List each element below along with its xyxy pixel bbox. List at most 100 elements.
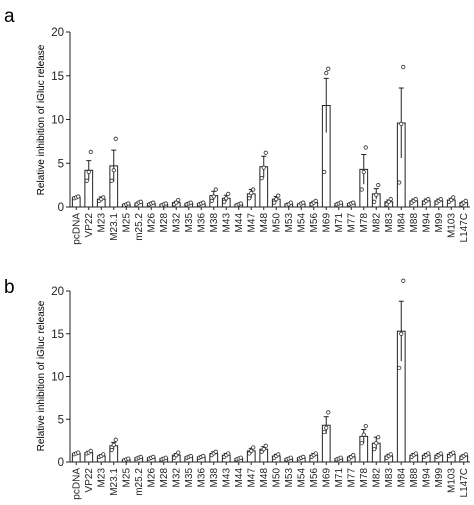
panel-a-point-M94 (426, 197, 431, 202)
panel-b-point-M82 (374, 441, 379, 446)
panel-b-point-M88 (413, 451, 418, 456)
panel-a-point-M83 (388, 197, 393, 202)
panel-b-x-tick-label-m25.2: m25.2 (134, 468, 145, 496)
panel-b-x-tick-label-M53: M53 (284, 468, 295, 488)
panel-a-x-tick-label-M48: M48 (259, 213, 270, 233)
panel-a-point-M23.1 (111, 168, 116, 173)
panel-b-point-pcDNA (76, 450, 81, 455)
panel-a-point-M38 (211, 194, 216, 199)
panel-a-x-tick-label-M83: M83 (384, 213, 395, 233)
panel-a-point-M28 (163, 201, 168, 206)
panel-a-y-axis-title: Relative inhibition of iGluc release (36, 44, 47, 195)
panel-a-point-M84 (397, 180, 402, 185)
panel-b-point-M23.1 (111, 442, 116, 447)
panel-a-x-tick-label-M78: M78 (359, 213, 370, 233)
panel-b-y-tick-label: 10 (51, 372, 64, 384)
panel-b-x-tick-label-M47: M47 (246, 468, 257, 488)
panel-b-x-tick-label-M26: M26 (146, 468, 157, 488)
panel-a-point-M83 (384, 202, 389, 207)
panel-a-x-tick-label-M103: M103 (446, 213, 457, 238)
panel-a-x-tick-label-M28: M28 (159, 213, 170, 233)
panel-b-point-M25 (126, 456, 131, 461)
panel-b-x-tick-label-M36: M36 (196, 468, 207, 488)
panel-a-x-tick-label-M23.1: M23.1 (109, 213, 120, 241)
panel-b-point-M23.1 (109, 447, 114, 453)
panel-b-point-M35 (188, 453, 193, 459)
panel-b-point-M54 (301, 454, 306, 459)
panel-b-x-tick-label-M84: M84 (396, 468, 407, 488)
panel-b-x-tick-label-M56: M56 (309, 468, 320, 488)
panel-b-y-tick-label: 15 (51, 329, 64, 341)
panel-a-point-M32 (176, 197, 181, 203)
panel-a-x-tick-label-M36: M36 (196, 213, 207, 233)
panel-a-point-VP22 (86, 169, 91, 175)
panel-b-point-M44 (238, 455, 243, 460)
panel-a-x-tick-label-M38: M38 (209, 213, 220, 233)
panel-a-point-M23.1 (109, 178, 114, 183)
panel-a-x-tick-label-M69: M69 (321, 213, 332, 233)
panel-a-point-M23.1 (113, 136, 118, 141)
panel-b-point-M26 (151, 454, 156, 459)
panel-a-point-M43 (222, 199, 227, 204)
panel-a-point-M56 (313, 198, 318, 203)
panel-a-point-m25.2 (138, 199, 143, 204)
panel-a-point-M53 (288, 200, 293, 205)
panel-a-x-tick-label-M44: M44 (234, 213, 245, 233)
panel-b-point-M77 (351, 453, 356, 458)
panel-b-point-M78 (361, 432, 366, 437)
panel-a-point-M54 (301, 200, 306, 205)
panel-b-point-M47 (251, 445, 256, 450)
panel-b-point-M78 (359, 441, 364, 446)
panel-b-point-M71 (338, 455, 343, 460)
panel-b-point-M23.1 (113, 437, 118, 442)
panel-a-y-tick-label: 10 (51, 115, 64, 127)
panel-a-x-tick-label-M23: M23 (96, 213, 107, 233)
panel-b-point-M69 (322, 429, 327, 435)
panel-a-point-M69 (322, 169, 327, 175)
panel-a-point-M43 (226, 191, 231, 196)
panel-b-point-M99 (438, 451, 443, 456)
panel-a-point-M82 (374, 192, 379, 197)
panel-b-point-M83 (388, 452, 393, 457)
panel-b-point-M23 (101, 452, 106, 457)
panel-b-x-tick-label-M28: M28 (159, 468, 170, 488)
panel-a-x-tick-label-M77: M77 (346, 213, 357, 233)
panel-a-point-M103 (451, 195, 456, 200)
panel-b-point-L147C (463, 452, 468, 457)
panel-b-label: b (4, 277, 15, 298)
panel-b-point-M84 (399, 331, 404, 336)
panel-b-x-tick-label-M71: M71 (334, 468, 345, 488)
panel-a-point-M71 (338, 200, 343, 205)
panel-a: a Relative inhibition of iGluc release 0… (4, 6, 470, 245)
panel-a-point-M48 (259, 176, 264, 181)
panel-a-x-tick-label-M56: M56 (309, 213, 320, 233)
panel-b-x-tick-label-M32: M32 (171, 468, 182, 488)
panel-b-x-tick-label-M82: M82 (371, 468, 382, 488)
panel-a-point-M78 (359, 187, 364, 192)
panel-b-y-tick-label: 0 (58, 457, 64, 469)
panel-a-point-VP22 (84, 178, 89, 183)
panel-b-x-tick-label-M35: M35 (184, 468, 195, 488)
panel-a-point-M43 (224, 196, 229, 201)
panel-b-x-tick-label-M99: M99 (434, 468, 445, 488)
panel-b-point-M69 (326, 410, 331, 415)
panel-a-point-M84 (399, 121, 404, 126)
panel-b-x-tick-label-M23.1: M23.1 (109, 468, 120, 496)
panel-b-y-tick-label: 20 (51, 286, 64, 298)
panel-a-y-tick-label: 20 (51, 27, 64, 39)
panel-b-point-M47 (249, 448, 254, 453)
panel-a-x-tick-label-pcDNA: pcDNA (71, 213, 82, 245)
panel-a-point-M36 (201, 200, 206, 205)
panel-b-point-M48 (261, 447, 266, 452)
panel-b-x-tick-label-M44: M44 (234, 468, 245, 488)
panel-b-point-M94 (426, 451, 431, 456)
panel-a-point-VP22 (88, 149, 93, 154)
panel-a-x-tick-label-M32: M32 (171, 213, 182, 233)
panel-b-point-M69 (324, 425, 329, 430)
panel-a-point-M47 (249, 190, 254, 196)
panel-b-x-tick-label-M83: M83 (384, 468, 395, 488)
panel-b-point-M48 (263, 443, 268, 448)
panel-b-x-tick-label-M43: M43 (221, 468, 232, 488)
